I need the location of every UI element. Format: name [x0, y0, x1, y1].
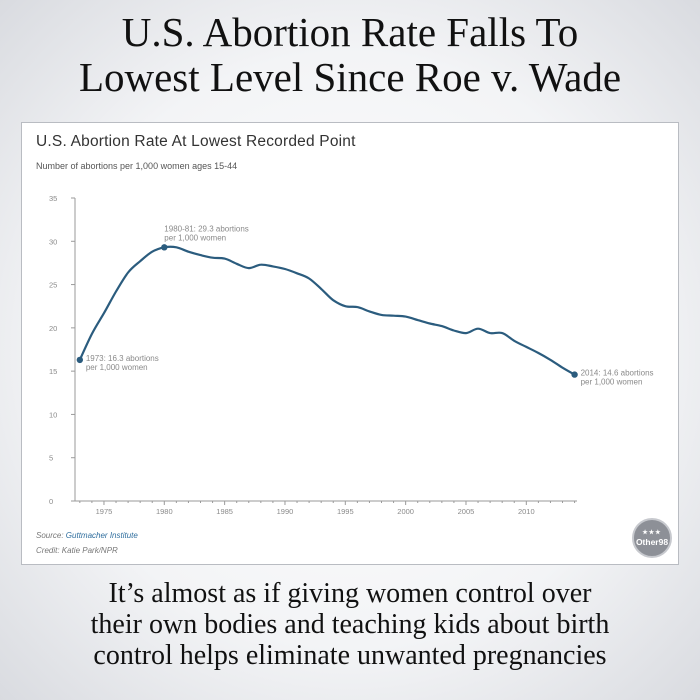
- credit-note: Credit: Katie Park/NPR: [36, 546, 118, 555]
- x-tick-label: 1980: [156, 507, 173, 516]
- annotation-label: per 1,000 women: [164, 233, 226, 242]
- y-tick-label: 30: [49, 237, 57, 246]
- caption-line-1: It’s almost as if giving women control o…: [108, 578, 592, 609]
- annotation-label: 1980-81: 29.3 abortions: [164, 224, 249, 233]
- source-name[interactable]: Guttmacher Institute: [65, 531, 138, 540]
- x-tick-label: 1990: [277, 507, 294, 516]
- data-point-marker: [161, 244, 168, 251]
- data-point-marker: [571, 371, 578, 378]
- chart-card: U.S. Abortion Rate At Lowest Recorded Po…: [21, 122, 679, 565]
- annotation-label: 1973: 16.3 abortions: [86, 354, 159, 363]
- other98-logo: ★★★ Other98: [632, 518, 672, 558]
- headline-line-1: U.S. Abortion Rate Falls To: [121, 9, 579, 55]
- caption-line-3: control helps eliminate unwanted pregnan…: [93, 640, 607, 671]
- line-chart: 0 5 10 15 20 25 30 35 1975 1980 1985 1990 1995 2000 20…: [49, 194, 654, 516]
- x-tick-label: 1975: [96, 507, 113, 516]
- y-tick-label: 35: [49, 194, 57, 203]
- y-tick-label: 25: [49, 281, 57, 290]
- annotation-label: per 1,000 women: [86, 363, 148, 372]
- x-tick-label: 1995: [337, 507, 354, 516]
- source-label: Source:: [36, 531, 66, 540]
- y-tick-label: 15: [49, 367, 57, 376]
- headline-line-2: Lowest Level Since Roe v. Wade: [78, 54, 622, 100]
- data-point-marker: [76, 356, 84, 364]
- y-tick-label: 5: [49, 454, 53, 463]
- caption-line-2: their own bodies and teaching kids about…: [90, 609, 610, 640]
- annotation-label: per 1,000 women: [581, 378, 643, 387]
- watermark-text: Other98: [635, 536, 669, 547]
- x-tick-label: 1985: [216, 507, 233, 516]
- chart-title: U.S. Abortion Rate At Lowest Recorded Po…: [36, 133, 356, 150]
- y-tick-label: 20: [49, 324, 57, 333]
- caption: It’s almost as if giving women control o…: [0, 578, 700, 671]
- x-tick-label: 2000: [397, 507, 414, 516]
- x-tick-label: 2005: [458, 507, 475, 516]
- stars-icon: ★★★: [642, 529, 662, 536]
- headline: U.S. Abortion Rate Falls To Lowest Level…: [0, 10, 700, 100]
- annotation-label: 2014: 14.6 abortions: [581, 369, 654, 378]
- y-tick-label: 10: [49, 410, 57, 419]
- y-tick-label: 0: [49, 497, 53, 506]
- x-tick-label: 2010: [518, 507, 535, 516]
- chart-subtitle: Number of abortions per 1,000 women ages…: [36, 161, 238, 171]
- source-note: Source: Guttmacher Institute: [36, 531, 138, 540]
